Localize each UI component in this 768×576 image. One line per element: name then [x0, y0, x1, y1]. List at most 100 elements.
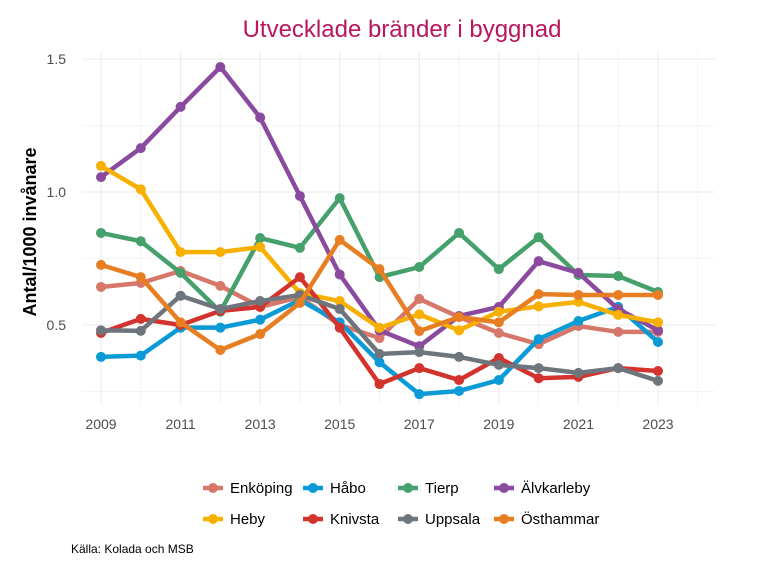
data-point-knivsta — [653, 366, 663, 377]
data-point-enkping — [96, 281, 106, 292]
data-point-sthammar — [215, 345, 226, 356]
data-point-uppsala — [613, 363, 624, 374]
legend-marker-knivsta — [308, 514, 318, 524]
data-point-uppsala — [334, 304, 345, 315]
x-tick-label: 2017 — [404, 416, 435, 432]
data-point-tierp — [135, 236, 146, 247]
data-point-sthammar — [334, 234, 345, 245]
x-tick-label: 2009 — [85, 416, 116, 432]
data-point-hbo — [96, 351, 106, 362]
data-point-lvkarleby — [215, 61, 226, 72]
data-point-sthammar — [414, 326, 425, 337]
legend-marker-heby — [208, 514, 218, 524]
data-point-heby — [255, 242, 266, 253]
data-point-lvkarleby — [135, 143, 146, 154]
data-point-heby — [414, 309, 425, 320]
data-point-heby — [573, 296, 584, 307]
data-point-uppsala — [414, 347, 425, 358]
series-lines — [96, 61, 663, 400]
legend-marker-lvkarleby — [499, 483, 509, 493]
legend-label-hbo: Håbo — [330, 480, 366, 497]
data-point-tierp — [334, 193, 345, 204]
data-point-hbo — [533, 334, 544, 345]
data-point-lvkarleby — [573, 267, 584, 278]
data-point-sthammar — [613, 289, 624, 300]
legend-marker-uppsala — [403, 514, 413, 524]
data-point-sthammar — [255, 329, 266, 340]
data-point-knivsta — [493, 352, 504, 363]
x-tick-label: 2013 — [245, 416, 276, 432]
data-point-enkping — [613, 326, 624, 337]
legend-label-uppsala: Uppsala — [425, 511, 481, 528]
legend-marker-hbo — [308, 483, 318, 493]
legend-label-lvkarleby: Älvkarleby — [521, 480, 591, 497]
data-point-uppsala — [175, 290, 186, 301]
legend-label-enkping: Enköping — [230, 480, 293, 497]
data-point-lvkarleby — [533, 256, 544, 267]
data-point-knivsta — [374, 379, 385, 390]
legend-marker-enkping — [208, 483, 218, 493]
data-point-lvkarleby — [294, 190, 305, 201]
legend-marker-sthammar — [499, 514, 509, 524]
data-point-lvkarleby — [653, 325, 663, 336]
x-tick-label: 2011 — [166, 416, 196, 432]
data-point-uppsala — [573, 367, 584, 378]
data-point-enkping — [374, 333, 385, 344]
data-point-tierp — [294, 242, 305, 253]
data-point-hbo — [374, 357, 385, 368]
data-point-tierp — [175, 267, 186, 278]
data-point-tierp — [533, 232, 544, 243]
data-point-knivsta — [135, 313, 146, 324]
data-point-uppsala — [255, 296, 266, 307]
data-point-heby — [493, 306, 504, 317]
data-point-heby — [175, 247, 186, 258]
data-point-heby — [334, 296, 345, 307]
data-point-uppsala — [533, 363, 544, 374]
data-point-hbo — [653, 337, 663, 348]
data-point-sthammar — [533, 289, 544, 300]
legend-label-heby: Heby — [230, 511, 266, 528]
data-point-heby — [374, 322, 385, 333]
data-point-heby — [135, 184, 146, 195]
data-point-uppsala — [493, 359, 504, 370]
data-point-hbo — [573, 316, 584, 327]
data-point-uppsala — [653, 375, 663, 386]
data-point-tierp — [96, 227, 106, 238]
data-point-hbo — [255, 314, 266, 325]
data-point-heby — [454, 325, 465, 336]
y-tick-label: 1.5 — [47, 51, 67, 67]
data-point-tierp — [255, 233, 266, 244]
data-point-heby — [96, 160, 106, 171]
y-tick-label: 0.5 — [47, 317, 67, 333]
data-point-knivsta — [334, 322, 345, 333]
data-point-enkping — [414, 293, 425, 304]
data-point-tierp — [613, 271, 624, 282]
data-point-sthammar — [135, 272, 146, 283]
data-point-lvkarleby — [334, 269, 345, 280]
legend-label-knivsta: Knivsta — [330, 511, 380, 528]
data-point-enkping — [215, 280, 226, 291]
data-point-uppsala — [454, 351, 465, 362]
legend-marker-tierp — [403, 483, 413, 493]
data-point-sthammar — [294, 297, 305, 308]
data-point-hbo — [414, 389, 425, 400]
x-tick-label: 2023 — [642, 416, 673, 432]
data-point-lvkarleby — [255, 112, 266, 123]
data-point-heby — [533, 301, 544, 312]
x-tick-label: 2015 — [324, 416, 355, 432]
chart-title: Utvecklade bränder i byggnad — [243, 16, 562, 43]
data-point-tierp — [454, 227, 465, 238]
legend-label-tierp: Tierp — [425, 480, 459, 497]
data-point-knivsta — [533, 373, 544, 384]
x-tick-label: 2021 — [563, 416, 594, 432]
data-point-hbo — [454, 385, 465, 396]
data-point-sthammar — [573, 289, 584, 300]
y-tick-label: 1.0 — [47, 184, 67, 200]
data-point-uppsala — [135, 325, 146, 336]
data-point-heby — [613, 309, 624, 320]
data-point-heby — [653, 317, 663, 328]
data-point-tierp — [493, 264, 504, 275]
data-point-sthammar — [493, 317, 504, 328]
